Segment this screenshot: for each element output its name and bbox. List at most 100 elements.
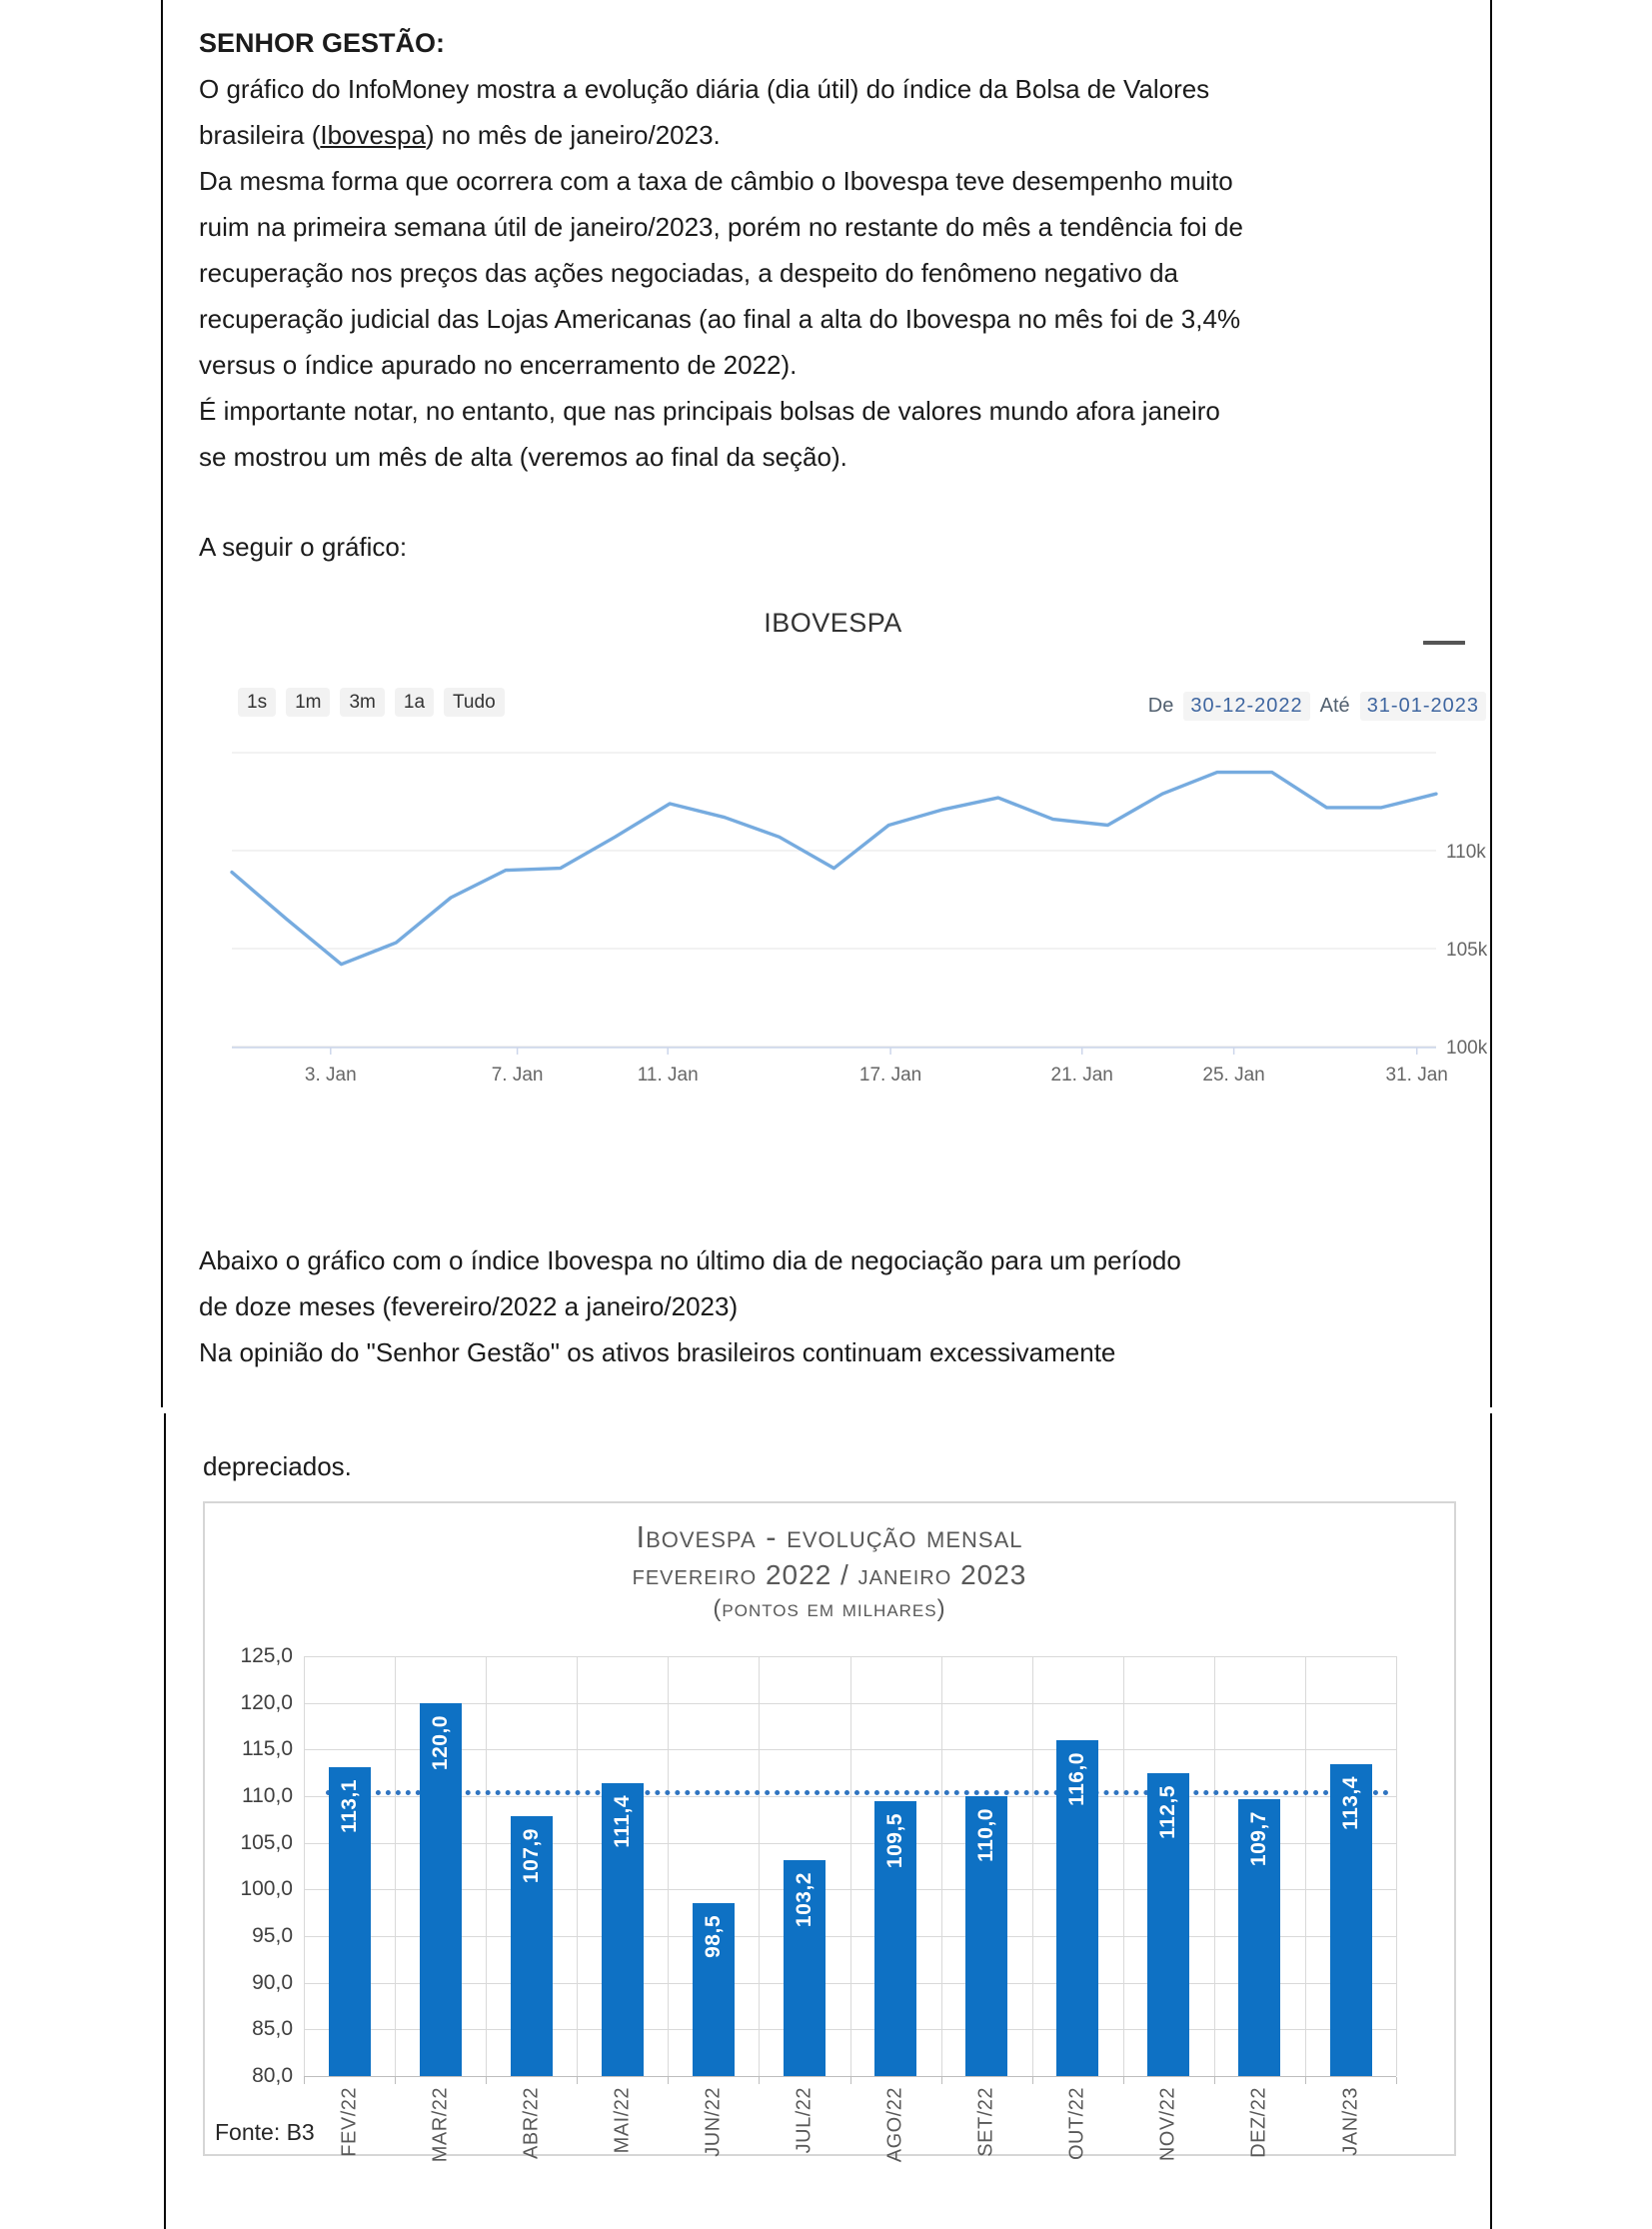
y-axis-label: 120,0: [240, 1690, 293, 1714]
x-axis-label: 31. Jan: [1386, 1065, 1448, 1086]
y-axis-label: 110,0: [242, 1784, 293, 1807]
gridline: [849, 1656, 851, 2076]
x-tick: [395, 2077, 397, 2084]
bar-chart: Ibovespa - evolução mensal fevereiro 202…: [203, 1501, 1456, 2162]
x-axis-label: NOV/22: [1156, 2087, 1179, 2162]
gridline: [668, 1656, 670, 2076]
bar-JAN/23: 113,4: [1329, 1764, 1372, 2076]
gridline: [577, 1656, 579, 2076]
x-axis-label: ABR/22: [520, 2087, 543, 2159]
y-axis-label: 100,0: [240, 1877, 293, 1901]
range-button-3m[interactable]: 3m: [340, 688, 385, 717]
x-tick: [1213, 2077, 1215, 2084]
bar-chart-x-axis: FEV/22 MAR/22 ABR/22 MAI/22 JUN/22 JUL/22 AGO/…: [304, 2077, 1396, 2187]
bar-MAI/22: 111,4: [601, 1782, 644, 2076]
y-axis-label: 125,0: [240, 1644, 293, 1667]
ibovespa-link[interactable]: Ibovespa: [320, 120, 426, 150]
x-tick: [940, 2077, 942, 2084]
x-axis-label: JUL/22: [793, 2087, 816, 2154]
bar-chart-units: (pontos em milhares): [713, 1595, 946, 1622]
x-axis-line: [304, 2076, 1396, 2077]
bar-value-label: 113,1: [337, 1779, 361, 1834]
y-axis-label: 100k: [1446, 1038, 1487, 1059]
paragraph-monthly-lead: Abaixo o gráfico com o índice Ibovespa n…: [199, 1245, 1181, 1367]
range-button-1a[interactable]: 1a: [394, 688, 435, 717]
x-axis-label: DEZ/22: [1247, 2087, 1270, 2158]
x-axis-label: JUN/22: [702, 2087, 725, 2157]
y-axis-label: 115,0: [242, 1737, 293, 1761]
bar-value-label: 109,7: [1247, 1810, 1271, 1866]
ibovespa-line-series: [230, 770, 1438, 967]
bar-chart-title: Ibovespa - evolução mensal: [636, 1519, 1023, 1554]
bar-DEZ/22: 109,7: [1238, 1798, 1281, 2076]
hamburger-bar: [1423, 641, 1465, 645]
bar-chart-plot-area: 113,1 120,0 107,9 111,4 98,5 103,2 109,5 110,0 1…: [304, 1656, 1397, 2084]
bar-FEV/22: 113,1: [328, 1767, 371, 2076]
x-axis-label: MAR/22: [429, 2087, 452, 2163]
x-axis-label: JAN/23: [1339, 2087, 1361, 2156]
range-selector: 1s 1m 3m 1a Tudo: [238, 688, 505, 717]
x-axis-label: 17. Jan: [859, 1065, 921, 1086]
hamburger-menu-icon[interactable]: [1423, 628, 1465, 649]
x-axis-label: 21. Jan: [1051, 1065, 1113, 1086]
range-button-Tudo[interactable]: Tudo: [444, 688, 505, 717]
bar-chart-y-axis: 125,0 120,0 115,0 110,0 105,0 100,0 95,0 90,0 85…: [205, 1644, 293, 2087]
bar-OUT/22: 116,0: [1056, 1740, 1099, 2076]
x-axis-label: 7. Jan: [492, 1065, 544, 1086]
gridline: [1213, 1656, 1215, 2076]
date-to-input[interactable]: 31-01-2023: [1359, 692, 1486, 721]
gridline: [759, 1656, 761, 2076]
y-axis-label: 105,0: [240, 1830, 293, 1854]
gridline: [1031, 1656, 1033, 2076]
paragraph-chart-lead: A seguir o gráfico:: [199, 532, 408, 562]
y-axis-label: 95,0: [252, 1924, 293, 1947]
bar-value-label: 103,2: [793, 1871, 816, 1927]
x-axis-label: SET/22: [974, 2087, 997, 2157]
bar-value-label: 113,4: [1338, 1776, 1362, 1831]
gridline: [1304, 1656, 1306, 2076]
bar-value-label: 120,0: [428, 1714, 452, 1770]
range-button-1s[interactable]: 1s: [238, 688, 277, 717]
bar-MAR/22: 120,0: [419, 1702, 462, 2076]
x-axis-label: 11. Jan: [638, 1065, 699, 1086]
bar-JUN/22: 98,5: [692, 1903, 735, 2076]
x-tick: [668, 2077, 670, 2084]
gridline: [304, 1656, 305, 2076]
page-frame-top: [161, 0, 1492, 1407]
bar-value-label: 98,5: [701, 1915, 725, 1959]
date-range-picker: De 30-12-2022 Até 31-01-2023: [1148, 692, 1486, 721]
bar-ABR/22: 107,9: [510, 1815, 553, 2076]
x-axis-label: AGO/22: [883, 2087, 906, 2163]
bar-JUL/22: 103,2: [784, 1859, 826, 2076]
y-axis-label: 90,0: [252, 1970, 293, 1994]
date-from-label: De: [1147, 695, 1174, 717]
x-tick: [1031, 2077, 1033, 2084]
date-from-input[interactable]: 30-12-2022: [1183, 692, 1310, 721]
x-tick: [1122, 2077, 1124, 2084]
y-axis-label: 85,0: [252, 2017, 293, 2041]
bar-value-label: 112,5: [1156, 1784, 1180, 1839]
paragraph-continuation: depreciados.: [203, 1451, 352, 1481]
ibovespa-line-chart: 3. Jan 7. Jan 11. Jan 17. Jan 21. Jan 25. Jan…: [230, 752, 1487, 1086]
bar-value-label: 110,0: [974, 1808, 998, 1862]
bar-value-label: 109,5: [883, 1812, 906, 1868]
line-chart-title: IBOVESPA: [764, 608, 902, 638]
y-axis-label: 110k: [1446, 842, 1486, 863]
paragraph-intro: O gráfico do InfoMoney mostra a evolução…: [199, 66, 1453, 158]
date-to-label: Até: [1319, 695, 1350, 717]
x-axis-label: 25. Jan: [1202, 1065, 1264, 1086]
paragraph-intro-tail: ) no mês de janeiro/2023.: [425, 120, 721, 150]
range-button-1m[interactable]: 1m: [286, 688, 331, 717]
paragraph-intro-text: O gráfico do InfoMoney mostra a evolução…: [199, 74, 1210, 150]
bar-NOV/22: 112,5: [1147, 1772, 1190, 2076]
bar-chart-subtitle: fevereiro 2022 / janeiro 2023: [632, 1559, 1027, 1590]
gridline: [395, 1656, 397, 2076]
x-tick: [1396, 2077, 1397, 2084]
gridline: [940, 1656, 942, 2076]
x-tick: [577, 2077, 579, 2084]
x-tick: [1304, 2077, 1306, 2084]
y-axis-label: 80,0: [252, 2064, 293, 2087]
bar-AGO/22: 109,5: [874, 1800, 916, 2076]
x-tick: [849, 2077, 851, 2084]
